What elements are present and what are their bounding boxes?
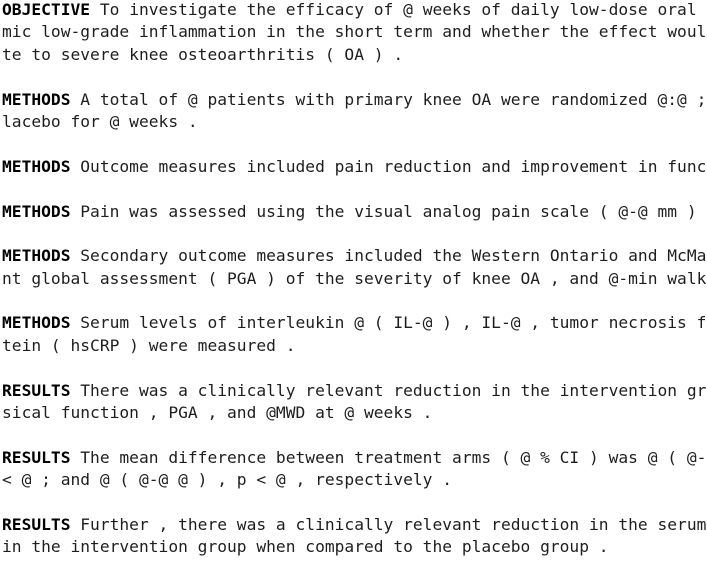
line-text: Outcome measures included pain reduction… [70, 156, 707, 176]
text-line: METHODS Secondary outcome measures inclu… [2, 245, 707, 267]
section-label: METHODS [2, 156, 71, 176]
text-line: RESULTS The mean difference between trea… [2, 447, 707, 469]
text-line: te to severe knee osteoarthritis ( OA ) … [2, 44, 404, 64]
text-line: < @ ; and @ ( @-@ @ ) , p < @ , respecti… [2, 470, 453, 490]
text-line: METHODS Pain was assessed using the visu… [2, 201, 707, 223]
line-text: Secondary outcome measures included the … [70, 246, 707, 266]
section-label: OBJECTIVE [2, 0, 91, 19]
section-label: METHODS [2, 313, 71, 333]
text-line: lacebo for @ weeks . [2, 111, 198, 131]
line-text: Pain was assessed using the visual analo… [70, 201, 697, 221]
text-line: RESULTS There was a clinically relevant … [2, 380, 707, 402]
paragraph-methods-2: METHODS Outcome measures included pain r… [2, 156, 707, 178]
text-line: tein ( hsCRP ) were measured . [2, 335, 296, 355]
text-line: mic low-grade inflammation in the short … [2, 22, 707, 42]
text-line: nt global assessment ( PGA ) of the seve… [2, 268, 707, 288]
line-text: Serum levels of interleukin @ ( IL-@ ) ,… [70, 313, 707, 333]
text-line: METHODS Outcome measures included pain r… [2, 156, 707, 178]
paragraph-results-1: RESULTS There was a clinically relevant … [2, 380, 707, 425]
paragraph-results-3: RESULTS Further , there was a clinically… [2, 514, 707, 559]
text-line: in the intervention group when compared … [2, 537, 609, 557]
text-line: sical function , PGA , and @MWD at @ wee… [2, 403, 433, 423]
text-line: RESULTS Further , there was a clinically… [2, 514, 707, 536]
section-label: RESULTS [2, 447, 71, 467]
section-label: RESULTS [2, 514, 71, 534]
paragraph-methods-4: METHODS Secondary outcome measures inclu… [2, 245, 707, 290]
section-label: RESULTS [2, 380, 71, 400]
paragraph-methods-5: METHODS Serum levels of interleukin @ ( … [2, 312, 707, 357]
line-text: Further , there was a clinically relevan… [70, 514, 707, 534]
line-text: A total of @ patients with primary knee … [70, 89, 707, 109]
paragraph-results-2: RESULTS The mean difference between trea… [2, 447, 707, 492]
paragraph-methods-1: METHODS A total of @ patients with prima… [2, 89, 707, 134]
section-label: METHODS [2, 89, 71, 109]
line-text: There was a clinically relevant reductio… [70, 380, 707, 400]
text-line: OBJECTIVE To investigate the efficacy of… [2, 0, 707, 21]
section-label: METHODS [2, 246, 71, 266]
section-label: METHODS [2, 201, 71, 221]
paragraph-objective: OBJECTIVE To investigate the efficacy of… [2, 0, 707, 66]
line-text: To investigate the efficacy of @ weeks o… [90, 0, 697, 19]
paragraph-methods-3: METHODS Pain was assessed using the visu… [2, 201, 707, 223]
line-text: The mean difference between treatment ar… [70, 447, 707, 467]
text-line: METHODS A total of @ patients with prima… [2, 89, 707, 111]
text-line: METHODS Serum levels of interleukin @ ( … [2, 312, 707, 334]
